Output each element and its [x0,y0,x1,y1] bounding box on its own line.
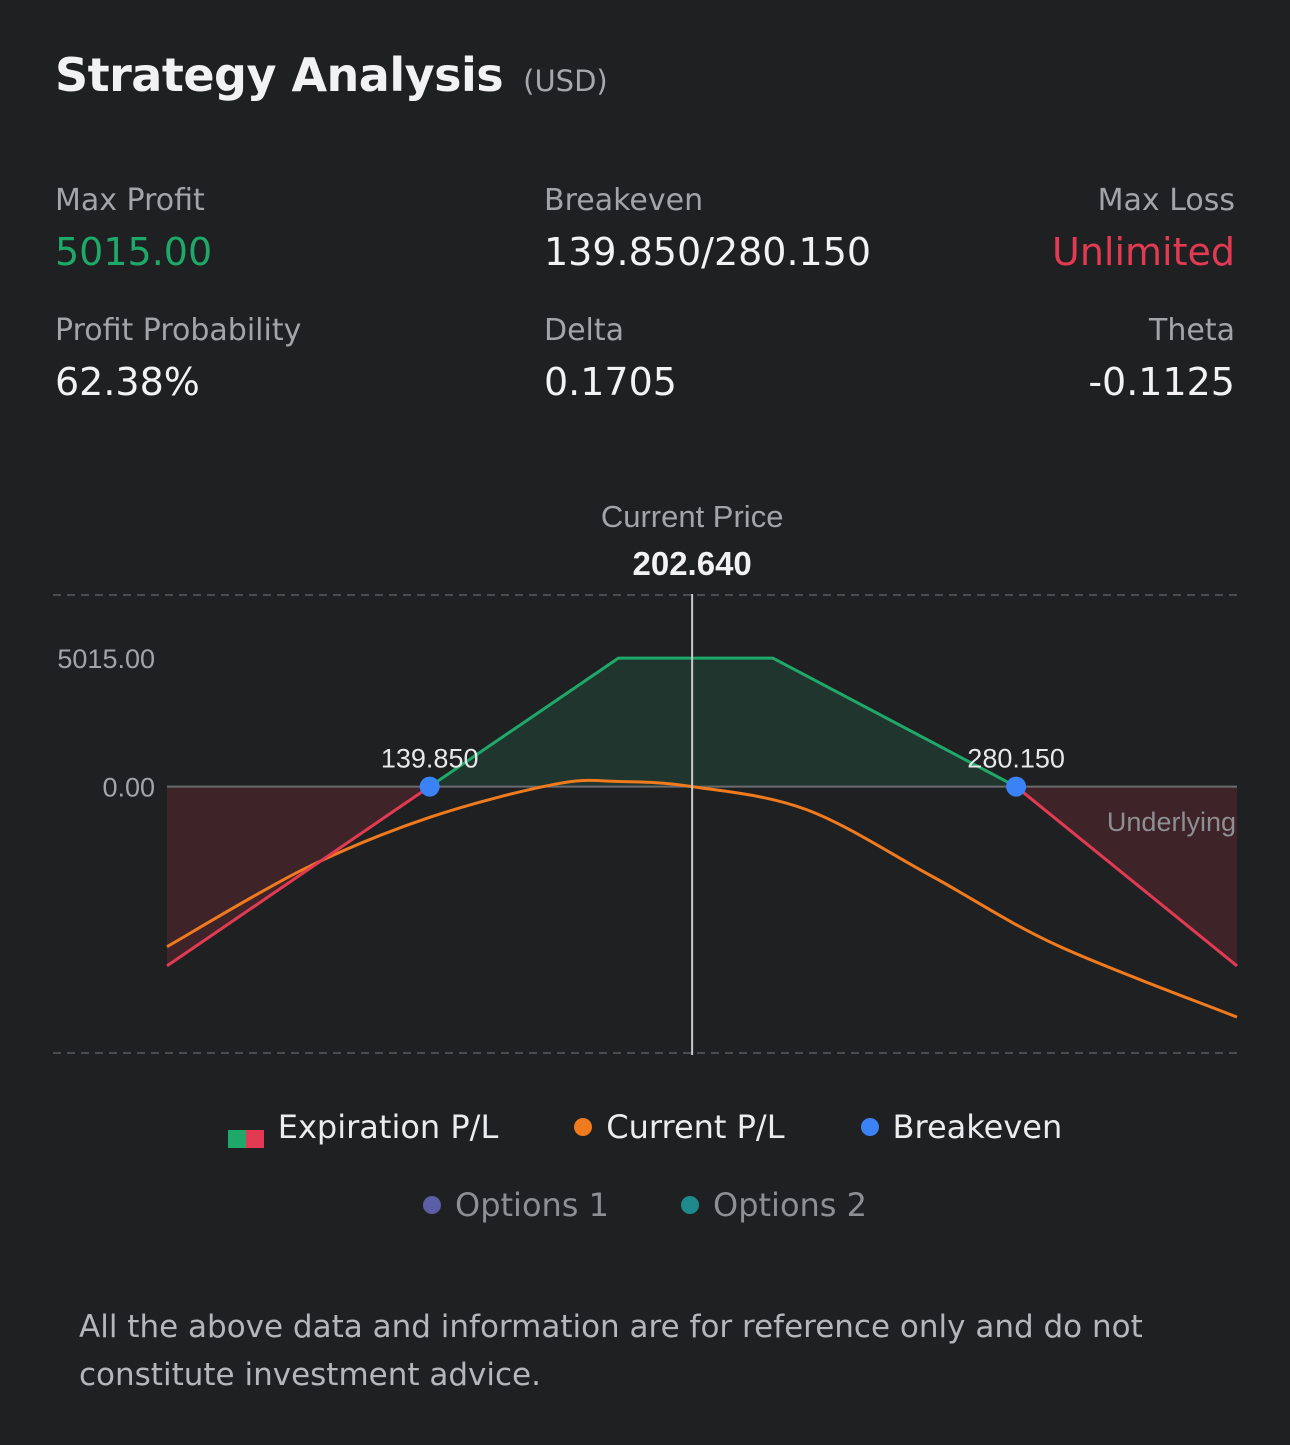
breakeven-label: 139.850 [381,744,479,774]
blue-dot-icon [860,1118,879,1136]
stat-label: Max Profit [55,183,205,218]
purple-dot-icon [423,1196,441,1214]
currency-label: (USD) [523,64,608,98]
breakeven-point[interactable] [1006,776,1027,797]
expiration-loss-line-left [166,785,431,968]
stat-max-profit: Max Profit 5015.00 [55,182,212,276]
profit-area [429,658,1017,787]
stat-theta: Theta -0.1125 [1088,312,1235,406]
pl-chart[interactable]: Current Price 202.640 5015.00 0.00 Underl… [0,480,1290,1080]
stat-profit-probability: Profit Probability 62.38% [55,312,301,406]
page-title: Strategy Analysis [55,48,504,102]
stat-value: -0.1125 [1088,360,1235,404]
stat-label: Theta [1149,313,1235,348]
legend-options-2[interactable]: Options 2 [681,1186,867,1224]
expiration-profit-line [428,656,1017,788]
legend-row-primary: Expiration P/L Current P/L Breakeven [0,1108,1290,1148]
stat-label: Delta [544,313,625,348]
stat-value: 5015.00 [55,230,213,274]
stat-delta: Delta 0.1705 [544,312,677,406]
disclaimer-text: All the above data and information are f… [79,1309,1143,1393]
teal-dot-icon [681,1196,699,1214]
stat-label: Max Loss [1097,183,1235,218]
y-tick-label: 0.00 [102,773,155,803]
stat-breakeven: Breakeven 139.850/280.150 [544,182,871,276]
stat-value: 62.38% [55,360,200,404]
stat-label: Breakeven [544,183,704,218]
stat-label: Profit Probability [55,313,302,348]
orange-dot-icon [574,1118,593,1136]
legend-label: Options 1 [455,1186,609,1224]
stat-value: 139.850/280.150 [544,230,872,274]
current-price-label: Current Price [601,499,784,534]
legend-options-1[interactable]: Options 1 [423,1186,609,1224]
legend-row-secondary: Options 1 Options 2 [0,1186,1290,1224]
legend-label: Options 2 [713,1186,867,1224]
underlying-axis-label: Underlying [1107,807,1236,837]
split-swatch-icon [227,1118,264,1148]
legend-label: Expiration P/L [277,1108,499,1146]
breakeven-label: 280.150 [967,744,1065,774]
breakeven-point[interactable] [419,776,440,797]
y-tick-label: 5015.00 [57,644,155,674]
legend-label: Breakeven [892,1108,1063,1146]
current-price-value: 202.640 [632,545,751,582]
header: Strategy Analysis (USD) [55,48,608,102]
stat-value: 0.1705 [544,360,677,404]
legend-expiration[interactable]: Expiration P/L [227,1108,499,1148]
current-pl-line [166,778,1238,1019]
stat-value: Unlimited [1052,230,1235,274]
legend-label: Current P/L [606,1108,785,1146]
expiration-loss-line-right [1015,785,1238,968]
stat-max-loss: Max Loss Unlimited [1052,182,1235,276]
legend-current[interactable]: Current P/L [574,1108,785,1146]
legend-breakeven[interactable]: Breakeven [860,1108,1063,1146]
